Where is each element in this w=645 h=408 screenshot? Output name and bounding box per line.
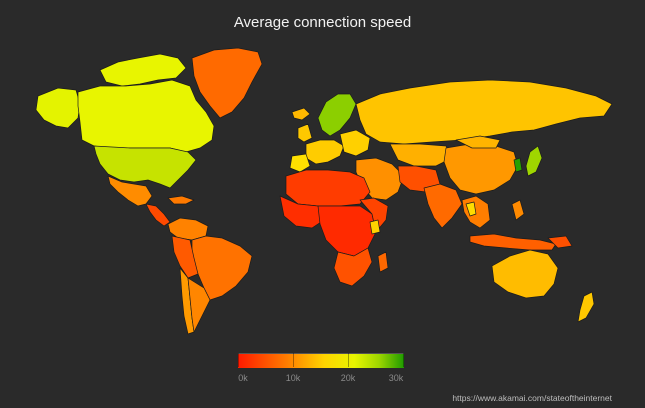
region-central-america[interactable] [145,203,171,227]
legend-tick [293,353,294,367]
region-western-europe[interactable] [305,139,345,165]
legend-tick [238,353,239,367]
region-eastern-europe[interactable] [339,129,371,157]
region-west-africa[interactable] [279,195,325,229]
region-united-states[interactable] [93,145,197,189]
region-new-zealand[interactable] [577,291,595,323]
region-japan[interactable] [525,145,543,177]
region-kazakhstan[interactable] [389,143,453,167]
region-iberia[interactable] [289,153,311,173]
region-alaska[interactable] [35,87,81,129]
region-indonesia[interactable] [469,233,557,251]
region-philippines[interactable] [511,199,525,221]
region-greenland[interactable] [191,47,263,119]
region-papua-new-guinea[interactable] [547,235,573,249]
region-argentina[interactable] [187,277,211,333]
legend-label-10k: 10k [285,373,301,383]
legend-label-30k: 30k [388,373,404,383]
region-china[interactable] [443,143,519,195]
region-kenya[interactable] [369,219,381,235]
region-australia[interactable] [491,249,559,299]
region-caribbean[interactable] [167,195,195,205]
region-korea[interactable] [513,157,523,173]
region-thailand[interactable] [465,201,477,217]
region-mongolia[interactable] [455,135,501,149]
legend-tick [403,353,404,367]
map-title: Average connection speed [233,14,412,31]
legend-label-0: 0k [238,373,248,383]
legend-label-20k: 20k [340,373,356,383]
region-north-africa[interactable] [285,169,371,207]
legend-tick [348,353,349,367]
region-southern-africa[interactable] [333,247,373,287]
region-east-africa[interactable] [359,197,389,233]
region-india[interactable] [423,183,463,229]
region-uk-ireland[interactable] [297,123,313,143]
legend-color-bar [238,353,404,368]
region-madagascar[interactable] [377,251,389,273]
region-scandinavia[interactable] [317,93,357,137]
region-canada-arctic[interactable] [99,53,187,87]
region-russia[interactable] [355,79,613,145]
region-peru-bolivia[interactable] [171,235,199,279]
region-canada[interactable] [77,79,215,153]
source-link[interactable]: https://www.akamai.com/stateoftheinterne… [452,393,612,403]
region-iceland[interactable] [291,107,311,121]
